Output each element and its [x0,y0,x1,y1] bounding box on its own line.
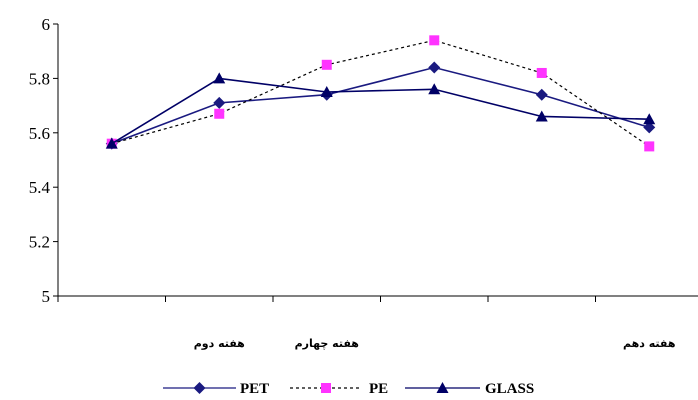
data-point-glass [535,110,548,122]
data-point-pet [643,121,656,134]
data-point-pe [214,108,225,119]
y-tick-label: 5 [42,287,51,306]
data-point-glass [213,72,226,84]
legend-marker-pe [321,383,331,393]
legend-marker-pet [193,382,206,394]
legend-marker-glass [436,382,449,393]
data-point-glass [428,83,441,95]
data-point-pet [428,61,441,74]
legend-label-pet: PET [240,381,269,397]
legend-label-pe: PE [369,381,388,397]
series-line-pet [111,66,650,145]
x-tick-label: هفته دهم [623,337,675,350]
legend-label-glass: GLASS [485,381,534,397]
y-tick-label: 5.6 [29,124,50,143]
data-point-glass [320,86,333,97]
data-point-pet [213,96,226,109]
y-tick-label: 6 [42,15,51,34]
chart-axes [57,24,698,297]
chart-series [105,35,656,152]
data-point-glass [105,137,118,149]
data-point-pe [321,59,332,70]
data-point-pe [536,67,547,78]
chart-ticks: 5 5.2 5.4 5.6 5.8 6 هفته دوم هفته چهارم هفته دهم [29,15,676,350]
series-line-pe [111,39,650,147]
x-tick-label: هفته دوم [194,337,245,350]
data-point-pe [429,35,440,46]
chart-legend: PET PE GLASS [163,381,534,397]
y-tick-label: 5.8 [29,69,50,88]
data-point-pe [644,141,655,152]
data-point-glass [643,113,656,125]
y-tick-label: 5.2 [29,233,50,252]
y-tick-label: 5.4 [29,178,51,197]
x-tick-label: هفته چهارم [295,337,359,350]
data-point-pet [535,88,548,101]
series-line-glass [111,77,650,145]
